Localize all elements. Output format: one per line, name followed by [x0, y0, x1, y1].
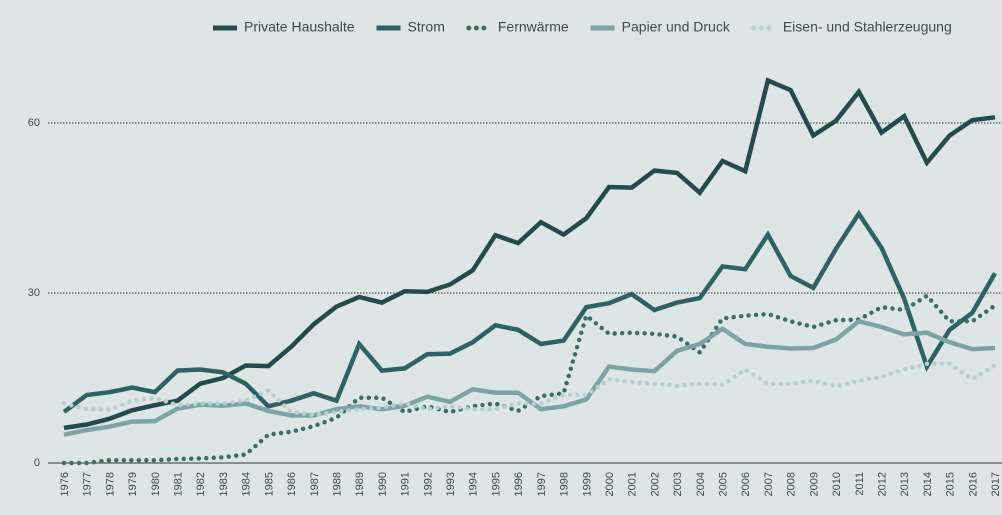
x-tick-label: 2016	[967, 472, 979, 496]
y-tick-label: 30	[28, 287, 40, 299]
x-tick-label: 2009	[808, 472, 820, 496]
series-line	[61, 292, 998, 466]
x-tick-label: 2002	[649, 472, 661, 496]
legend-label: Private Haushalte	[244, 19, 355, 35]
x-tick-label: 1999	[581, 472, 593, 496]
x-tick-label: 1981	[173, 472, 185, 496]
x-tick-label: 1977	[82, 472, 94, 496]
y-tick-label: 60	[28, 117, 40, 129]
x-tick-label: 2017	[990, 472, 1002, 496]
x-tick-label: 1988	[331, 472, 343, 496]
x-tick-label: 1976	[59, 472, 71, 496]
x-tick-label: 2003	[672, 472, 684, 496]
x-tick-label: 1997	[536, 472, 548, 496]
x-tick-label: 1985	[263, 472, 275, 496]
x-tick-label: 1986	[286, 472, 298, 496]
x-tick-label: 2001	[627, 472, 639, 496]
legend-label: Fernwärme	[498, 19, 569, 35]
legend-item: Eisen- und Stahlerzeugung	[751, 19, 952, 35]
x-tick-label: 1991	[400, 472, 412, 496]
x-tick-label: 2007	[763, 472, 775, 496]
x-tick-label: 1989	[354, 472, 366, 496]
legend-item: Fernwärme	[466, 19, 569, 35]
x-tick-label: 2015	[945, 472, 957, 496]
x-tick-label: 2005	[718, 472, 730, 496]
x-tick-label: 1994	[468, 472, 480, 496]
x-tick-label: 2004	[695, 472, 707, 496]
x-tick-label: 2013	[899, 472, 911, 496]
series-line	[61, 361, 998, 418]
x-tick-label: 1987	[309, 472, 321, 496]
legend-item: Strom	[376, 19, 445, 35]
x-tick-label: 1998	[559, 472, 571, 496]
legend-item: Papier und Druck	[590, 19, 731, 35]
x-tick-label: 1979	[127, 472, 139, 496]
x-tick-label: 2006	[740, 472, 752, 496]
x-tick-label: 2012	[876, 472, 888, 496]
x-tick-label: 1982	[195, 472, 207, 496]
x-tick-label: 1978	[104, 472, 116, 496]
legend-item: Private Haushalte	[213, 19, 355, 35]
x-tick-label: 1995	[490, 472, 502, 496]
x-tick-label: 2014	[922, 472, 934, 496]
legend-label: Strom	[408, 19, 445, 35]
x-tick-label: 2011	[854, 472, 866, 496]
legend-label: Eisen- und Stahlerzeugung	[783, 19, 952, 35]
legend-label: Papier und Druck	[622, 19, 731, 35]
x-tick-label: 1983	[218, 472, 230, 496]
x-tick-label: 1984	[241, 472, 253, 496]
series-line	[62, 209, 997, 414]
x-tick-label: 1992	[422, 472, 434, 496]
series-line	[63, 77, 996, 431]
x-tick-label: 2010	[831, 472, 843, 496]
x-tick-label: 2000	[604, 472, 616, 496]
x-tick-label: 1980	[150, 472, 162, 496]
x-tick-label: 1990	[377, 472, 389, 496]
x-tick-label: 1996	[513, 472, 525, 496]
y-tick-label: 0	[34, 457, 40, 469]
x-tick-label: 2008	[786, 472, 798, 496]
series-line	[63, 318, 996, 437]
x-tick-label: 1993	[445, 472, 457, 496]
